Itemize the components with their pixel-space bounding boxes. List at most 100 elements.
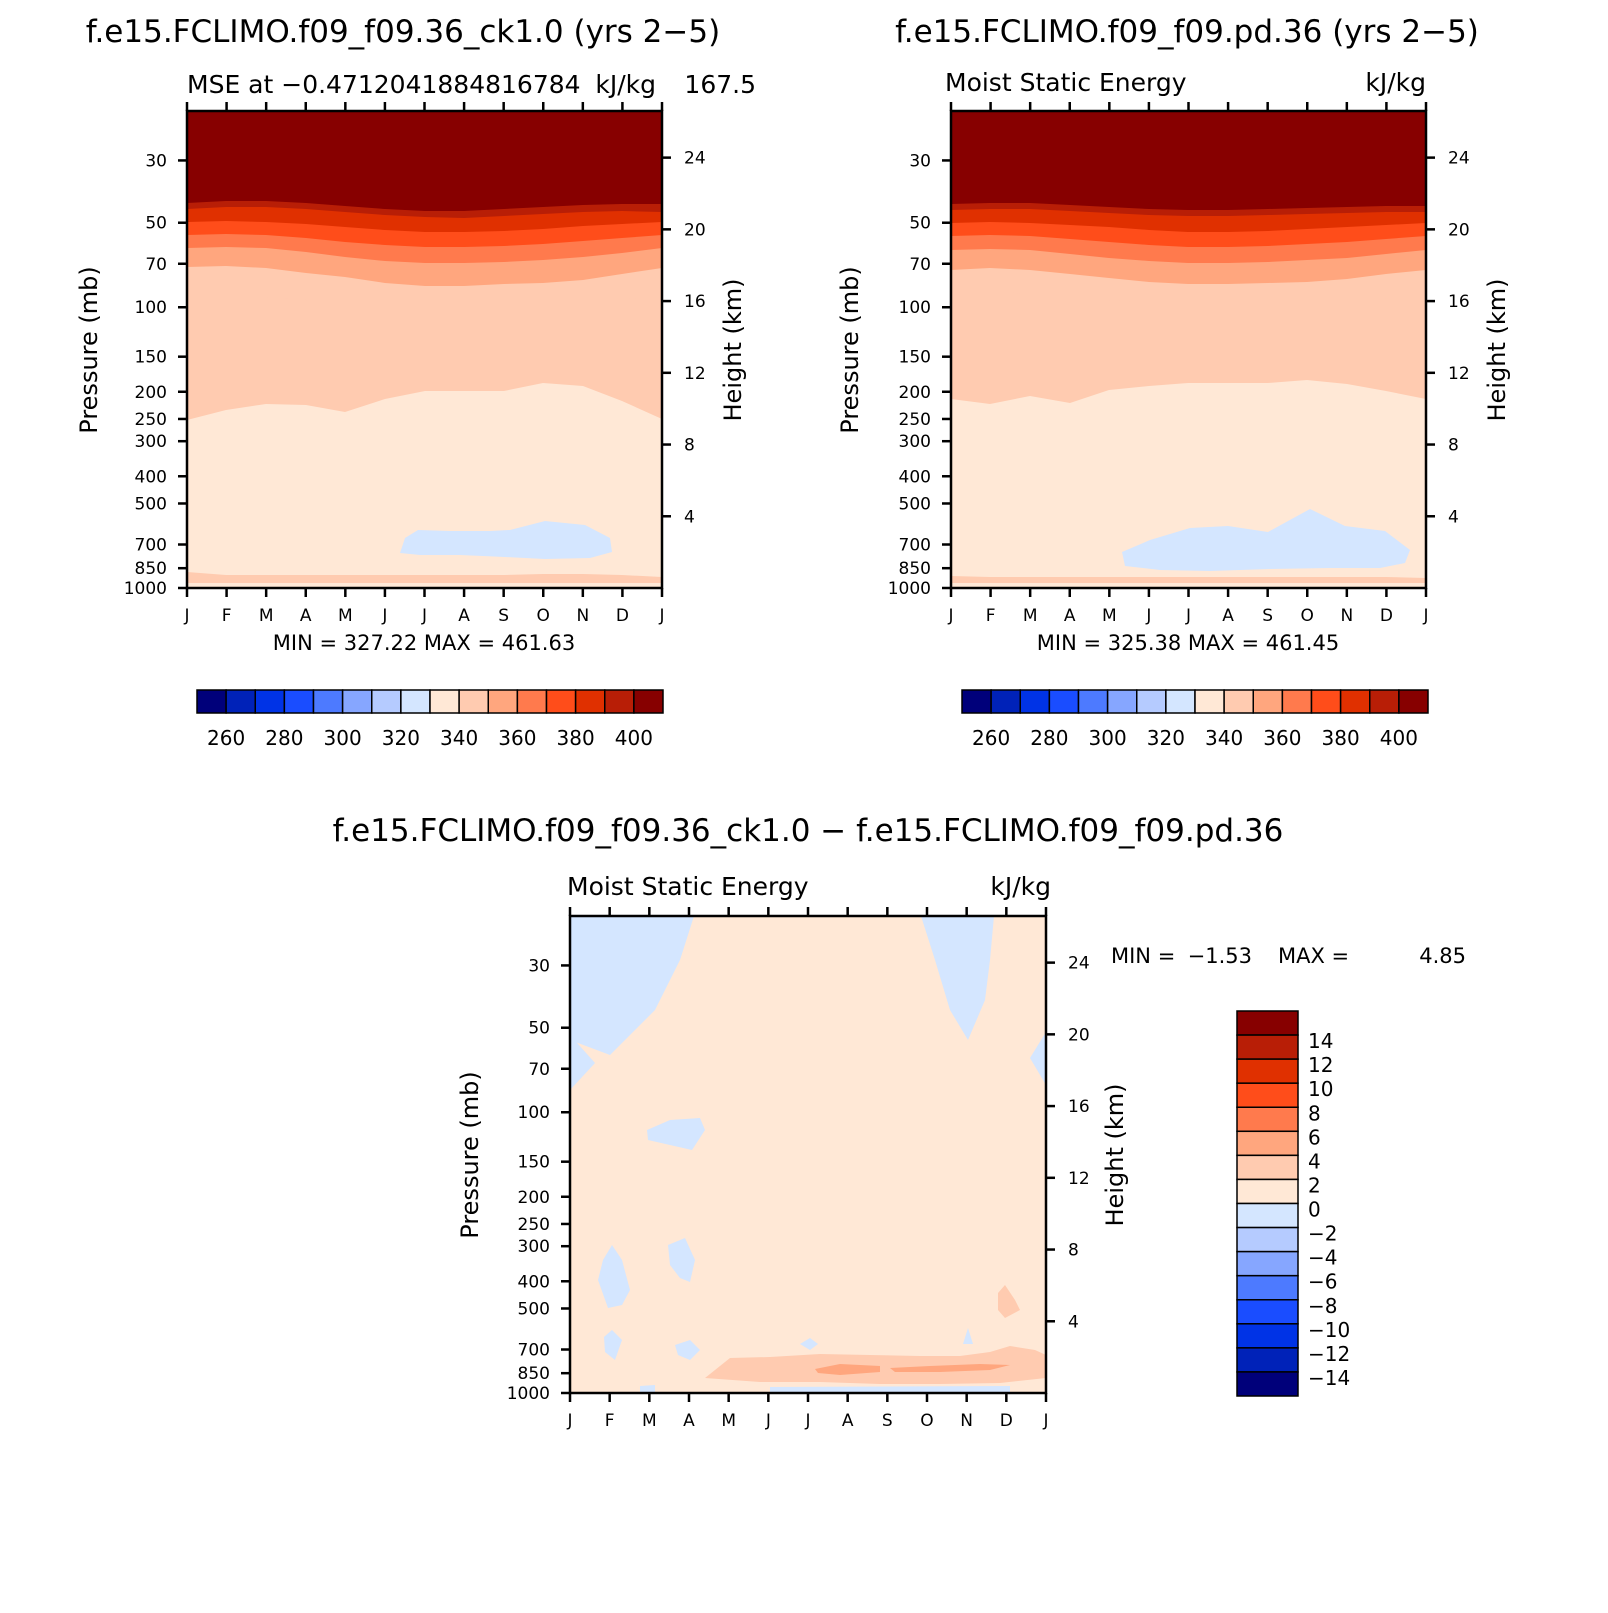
y-tick-label: 150 xyxy=(899,348,931,368)
y-tick-label: 300 xyxy=(518,1237,550,1257)
band-diff-neg-surface xyxy=(770,1386,1010,1393)
colorbar-swatch xyxy=(1236,1299,1299,1325)
y-tick-label: 850 xyxy=(135,559,167,579)
panel-ck-subtitle: MSE at −0.4712041884816784 xyxy=(187,70,581,99)
x-tick-label: S xyxy=(1262,606,1273,626)
x-tick-label: J xyxy=(381,606,387,626)
y-tick-label: 30 xyxy=(909,151,931,171)
colorbar-swatch xyxy=(1236,1323,1299,1349)
y-tick-label: 500 xyxy=(135,494,167,514)
band-pd-320-330 xyxy=(1122,509,1410,571)
colorbar-swatch xyxy=(1281,689,1313,714)
colorbar-swatch xyxy=(1369,689,1400,714)
x-tick-label: J xyxy=(804,1411,810,1431)
y2-tick-label: 8 xyxy=(1068,1241,1079,1261)
y-tick-label: 150 xyxy=(135,348,167,368)
colorbar-swatch xyxy=(1236,1106,1299,1133)
colorbar-swatch xyxy=(1223,689,1254,714)
y-tick-label: 250 xyxy=(135,410,167,430)
colorbar-label: 6 xyxy=(1308,1125,1321,1149)
y2-tick-label: 24 xyxy=(1448,149,1470,169)
x-tick-label: M xyxy=(642,1411,657,1431)
colorbar-swatch xyxy=(1236,1082,1299,1108)
colorbar-swatch xyxy=(1236,1034,1299,1060)
colorbar-label: 300 xyxy=(324,726,362,750)
x-tick-label: N xyxy=(960,1411,973,1431)
colorbar-label: 4 xyxy=(1308,1149,1321,1173)
panel-diff-subtitle: Moist Static Energy xyxy=(567,872,809,901)
panel-ck-y2label: Height (km) xyxy=(719,279,747,422)
band-diff-neg-150 xyxy=(647,1118,705,1150)
colorbar-swatch xyxy=(487,689,519,714)
y-tick-label: 1000 xyxy=(124,579,167,599)
x-tick-label: N xyxy=(1340,606,1353,626)
colorbar-swatch xyxy=(254,689,286,714)
colorbar-swatch xyxy=(341,689,373,714)
y-tick-label: 300 xyxy=(135,432,167,452)
y-tick-label: 70 xyxy=(145,255,167,275)
y2-tick-label: 12 xyxy=(1068,1169,1090,1189)
y2-tick-label: 12 xyxy=(1448,364,1470,384)
y-tick-label: 50 xyxy=(909,214,931,234)
y-tick-label: 30 xyxy=(145,151,167,171)
panel-ck-subtitle-value: 167.5 xyxy=(684,70,756,99)
colorbar-label: 400 xyxy=(1380,726,1418,750)
colorbar-swatch xyxy=(400,689,431,714)
x-tick-label: A xyxy=(1222,606,1234,626)
x-tick-label: F xyxy=(986,606,996,626)
colorbar-swatch xyxy=(1019,689,1051,714)
x-tick-label: M xyxy=(721,1411,736,1431)
y-tick-label: 500 xyxy=(899,494,931,514)
y-tick-label: 250 xyxy=(518,1215,550,1235)
band-diff-neg-a-low xyxy=(675,1340,700,1360)
colorbar-label: 260 xyxy=(972,726,1010,750)
x-tick-label: O xyxy=(1301,606,1314,626)
colorbar-label: −8 xyxy=(1308,1294,1337,1318)
y-tick-label: 100 xyxy=(135,298,167,318)
colorbar-swatch xyxy=(990,689,1021,714)
panel-diff-min-label: MIN = xyxy=(1111,944,1175,968)
y2-tick-label: 20 xyxy=(1068,1025,1090,1045)
panel-diff-units: kJ/kg xyxy=(990,872,1051,901)
band-ck-gt-400 xyxy=(187,111,662,211)
x-tick-label: F xyxy=(222,606,232,626)
colorbar-label: 0 xyxy=(1308,1198,1321,1222)
colorbar-label: 260 xyxy=(207,726,245,750)
band-diff-neg-upper-left xyxy=(570,916,694,1055)
colorbar-label: 2 xyxy=(1308,1173,1321,1197)
colorbar-label: −10 xyxy=(1308,1318,1350,1342)
x-tick-label: D xyxy=(616,606,629,626)
panel-diff-max-value: 4.85 xyxy=(1419,944,1466,968)
y-tick-label: 700 xyxy=(899,536,931,556)
colorbar-swatch xyxy=(516,689,548,714)
colorbar-swatch xyxy=(1252,689,1284,714)
y-tick-label: 500 xyxy=(518,1299,550,1319)
y2-tick-label: 20 xyxy=(1448,220,1470,240)
y2-tick-label: 20 xyxy=(684,220,706,240)
y-tick-label: 300 xyxy=(899,432,931,452)
x-tick-label: J xyxy=(566,1411,572,1431)
panel-diff: f.e15.FCLIMO.f09_f09.36_ck1.0 − f.e15.FC… xyxy=(333,813,1466,1431)
band-diff-neg-surface-m xyxy=(640,1385,655,1393)
colorbar-swatch xyxy=(574,689,606,714)
colorbar-swatch xyxy=(1236,1347,1299,1373)
panel-diff-ylabel: Pressure (mb) xyxy=(456,1071,484,1238)
colorbar-swatch xyxy=(1236,1178,1299,1205)
y-tick-label: 1000 xyxy=(507,1384,550,1404)
band-diff-4-6-o xyxy=(890,1364,1010,1372)
y2-tick-label: 4 xyxy=(684,507,695,527)
panel-pd: f.e15.FCLIMO.f09_f09.pd.36 (yrs 2−5) Moi… xyxy=(836,14,1511,750)
x-tick-label: O xyxy=(537,606,550,626)
colorbar-swatch xyxy=(225,689,256,714)
colorbar-swatch xyxy=(1236,1130,1299,1157)
y2-tick-label: 4 xyxy=(1068,1312,1079,1332)
colorbar-label: 320 xyxy=(382,726,420,750)
band-ck-320-330 xyxy=(400,521,612,559)
colorbar-swatch xyxy=(1048,689,1080,714)
colorbar-swatch xyxy=(1077,689,1109,714)
colorbar-swatch xyxy=(633,689,664,714)
colorbar-label: 12 xyxy=(1308,1053,1333,1077)
x-tick-label: O xyxy=(920,1411,933,1431)
y-tick-label: 700 xyxy=(518,1341,550,1361)
